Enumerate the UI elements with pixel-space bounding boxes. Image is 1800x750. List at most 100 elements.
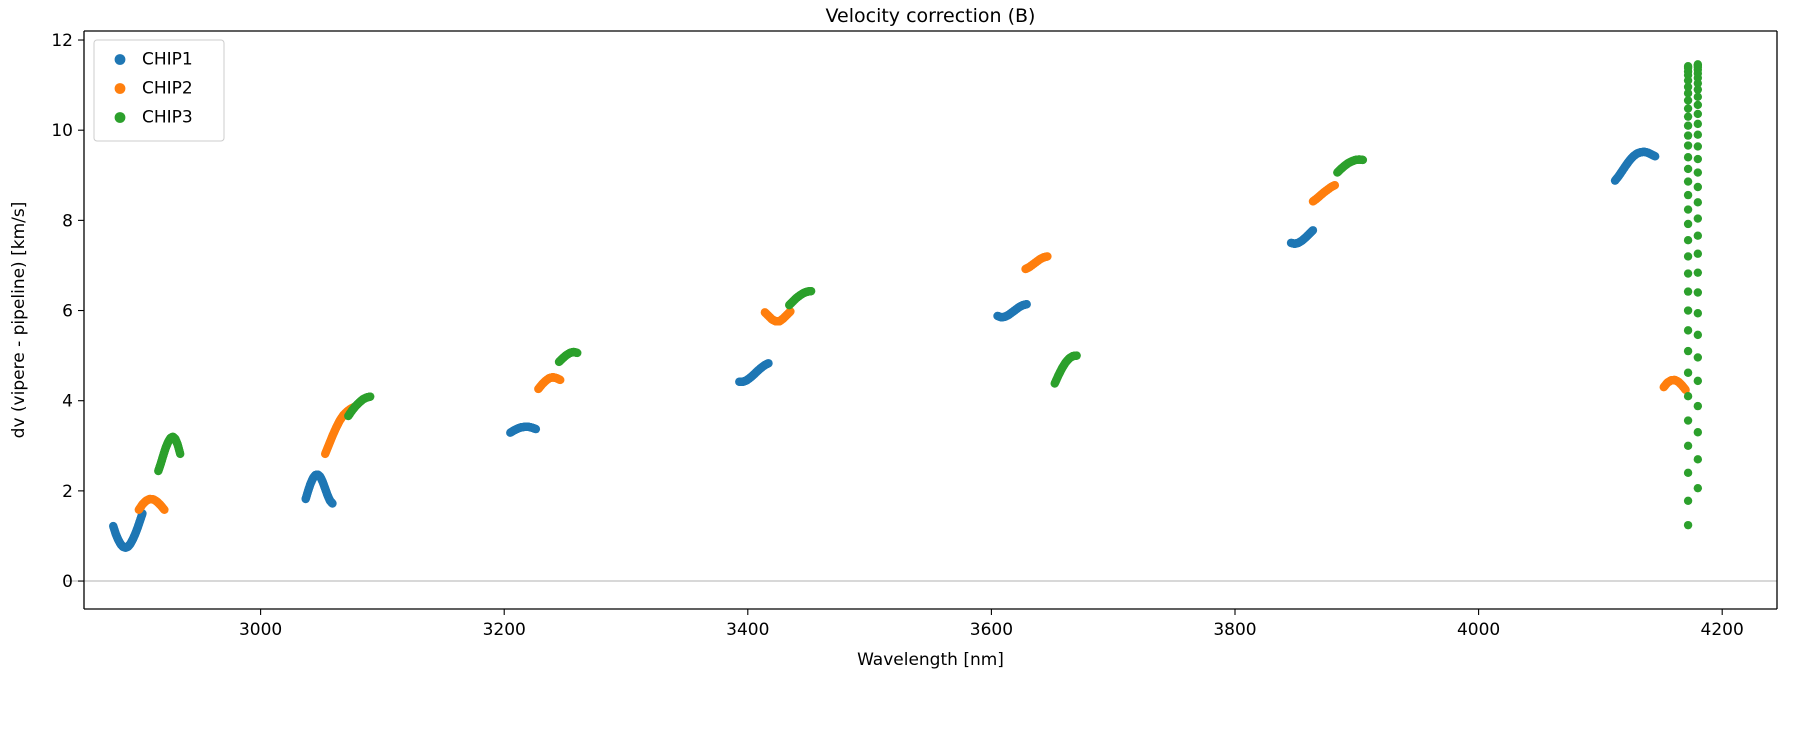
data-point — [1693, 401, 1703, 411]
data-point — [1693, 154, 1703, 164]
data-point — [1683, 441, 1693, 450]
data-point — [1683, 219, 1693, 229]
series-chip3-segment-3 — [785, 286, 816, 310]
data-point — [1693, 109, 1703, 119]
x-tick-label: 4000 — [1457, 620, 1500, 640]
series-chip3-segment-1 — [344, 392, 375, 421]
data-point — [1683, 112, 1693, 121]
data-point — [1693, 198, 1703, 207]
y-tick-label: 12 — [51, 31, 73, 51]
legend[interactable]: CHIP1 CHIP2 CHIP3 — [93, 39, 225, 142]
data-point — [1651, 152, 1660, 161]
series-chip1-segment-6 — [1610, 147, 1660, 185]
axes-spines — [83, 30, 1778, 610]
data-point — [176, 449, 185, 459]
x-tick-label: 4200 — [1701, 620, 1744, 640]
y-axis-ticks: 0 2 4 6 8 10 12 — [51, 31, 84, 592]
data-point — [1683, 326, 1693, 335]
legend-item-chip2[interactable]: CHIP2 — [114, 79, 193, 99]
data-point — [1681, 385, 1690, 395]
data-point — [1693, 455, 1703, 464]
y-tick-label: 0 — [62, 572, 73, 592]
x-tick-label: 3800 — [1213, 620, 1256, 640]
data-point — [1683, 177, 1693, 186]
data-point — [1693, 428, 1703, 437]
series-chip1-segment-4 — [993, 300, 1031, 322]
legend-box — [93, 39, 225, 142]
data-point — [573, 348, 582, 358]
series-chip2-segment-5 — [1308, 180, 1340, 206]
data-point — [1683, 252, 1693, 261]
series-chip2-segment-2 — [534, 373, 565, 394]
data-point — [1358, 155, 1368, 165]
legend-label: CHIP2 — [142, 79, 193, 99]
data-point — [1693, 483, 1703, 493]
data-point — [1683, 76, 1693, 85]
data-point — [1693, 214, 1703, 223]
series-chip2-segment-4 — [1021, 252, 1052, 274]
data-point — [1693, 249, 1703, 258]
data-points — [109, 60, 1703, 552]
data-point — [1693, 309, 1703, 318]
data-point — [531, 424, 541, 434]
data-point — [1683, 346, 1693, 356]
series-chip1-segment-1 — [301, 470, 337, 508]
data-point — [1683, 236, 1693, 245]
data-point — [1330, 180, 1340, 190]
data-point — [1693, 353, 1703, 362]
legend-marker-icon — [114, 83, 126, 94]
data-point — [1683, 121, 1693, 130]
y-tick-label: 10 — [51, 121, 73, 141]
y-axis-label: dv (vipere - pipeline) [km/s] — [9, 202, 29, 439]
series-chip3-segment-0 — [154, 432, 185, 476]
y-tick-label: 2 — [62, 482, 73, 502]
data-point — [1683, 190, 1693, 200]
data-point — [1693, 79, 1703, 88]
data-point — [1693, 231, 1703, 240]
legend-label: CHIP3 — [142, 108, 193, 128]
data-point — [1693, 168, 1703, 177]
data-point — [1072, 351, 1081, 360]
data-point — [1683, 392, 1693, 401]
series-chip2-segment-6 — [1659, 375, 1690, 395]
series-chip1-segment-2 — [506, 422, 541, 437]
data-point — [1683, 269, 1693, 278]
data-point — [1693, 142, 1703, 151]
data-point — [1683, 496, 1693, 505]
data-point — [1683, 141, 1693, 150]
data-point — [1683, 205, 1693, 214]
series-chip1-segment-0 — [109, 509, 147, 552]
data-point — [1693, 182, 1703, 192]
data-point — [1683, 520, 1693, 530]
data-point — [1683, 306, 1693, 315]
series-chip3-segment-2 — [554, 347, 582, 367]
data-point — [1693, 130, 1703, 139]
legend-item-chip1[interactable]: CHIP1 — [114, 50, 193, 70]
data-point — [1693, 100, 1703, 110]
data-point — [1683, 468, 1693, 478]
data-point — [1683, 104, 1693, 113]
axis-titles: Velocity correction (B) Wavelength [nm] … — [9, 5, 1035, 670]
data-point — [1693, 376, 1703, 386]
legend-label: CHIP1 — [142, 50, 193, 70]
data-point — [1693, 85, 1703, 94]
y-tick-label: 6 — [62, 302, 73, 322]
data-point — [1693, 330, 1703, 340]
data-point — [366, 392, 375, 401]
series-chip3-column — [1683, 60, 1703, 530]
data-point — [1693, 288, 1703, 297]
x-tick-label: 3000 — [239, 620, 282, 640]
data-point — [1043, 252, 1052, 261]
page-title: Velocity correction (B) — [826, 5, 1036, 27]
y-tick-label: 8 — [62, 211, 73, 231]
legend-item-chip3[interactable]: CHIP3 — [114, 108, 193, 128]
data-point — [1683, 416, 1693, 425]
series-chip2-segment-0 — [134, 494, 169, 515]
data-point — [1683, 287, 1693, 296]
data-point — [1683, 96, 1693, 105]
data-point — [764, 359, 773, 368]
data-point — [1683, 82, 1693, 92]
data-point — [556, 375, 565, 385]
y-tick-label: 4 — [62, 392, 73, 412]
